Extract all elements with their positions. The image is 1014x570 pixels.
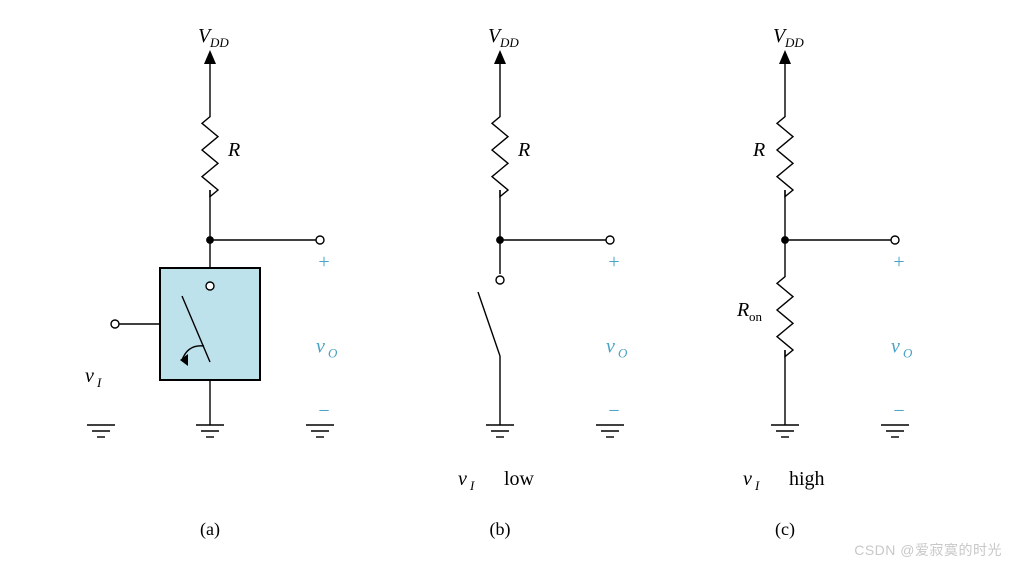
svg-text:v: v — [316, 336, 325, 358]
svg-text:O: O — [618, 346, 628, 361]
svg-text:v: v — [891, 336, 900, 358]
svg-text:R: R — [752, 139, 765, 161]
svg-text:v: v — [85, 365, 94, 387]
svg-text:+: + — [608, 251, 619, 273]
svg-text:low: low — [504, 468, 535, 490]
svg-text:O: O — [328, 346, 338, 361]
svg-text:+: + — [893, 251, 904, 273]
svg-text:I: I — [754, 478, 760, 493]
svg-text:(c): (c) — [775, 519, 795, 540]
svg-text:−: − — [893, 400, 904, 422]
svg-text:(a): (a) — [200, 519, 220, 540]
svg-text:I: I — [469, 478, 475, 493]
svg-text:DD: DD — [784, 35, 804, 50]
svg-text:v: v — [458, 468, 467, 490]
svg-text:+: + — [318, 251, 329, 273]
svg-text:DD: DD — [209, 35, 229, 50]
svg-text:R: R — [517, 139, 530, 161]
svg-text:O: O — [903, 346, 913, 361]
svg-text:on: on — [749, 309, 763, 324]
svg-text:high: high — [789, 468, 825, 490]
svg-text:(b): (b) — [490, 519, 511, 540]
svg-text:R: R — [736, 299, 749, 321]
watermark: CSDN @爱寂寞的时光 — [854, 540, 1002, 560]
svg-text:DD: DD — [499, 35, 519, 50]
svg-text:I: I — [96, 375, 102, 390]
svg-text:−: − — [318, 400, 329, 422]
svg-text:−: − — [608, 400, 619, 422]
svg-text:R: R — [227, 139, 240, 161]
svg-text:v: v — [606, 336, 615, 358]
circuit-diagram: VDDR+vO−vI(a)VDDR+vO−vIlow(b)VDDR+vO−Ron… — [0, 0, 1014, 570]
svg-text:v: v — [743, 468, 752, 490]
